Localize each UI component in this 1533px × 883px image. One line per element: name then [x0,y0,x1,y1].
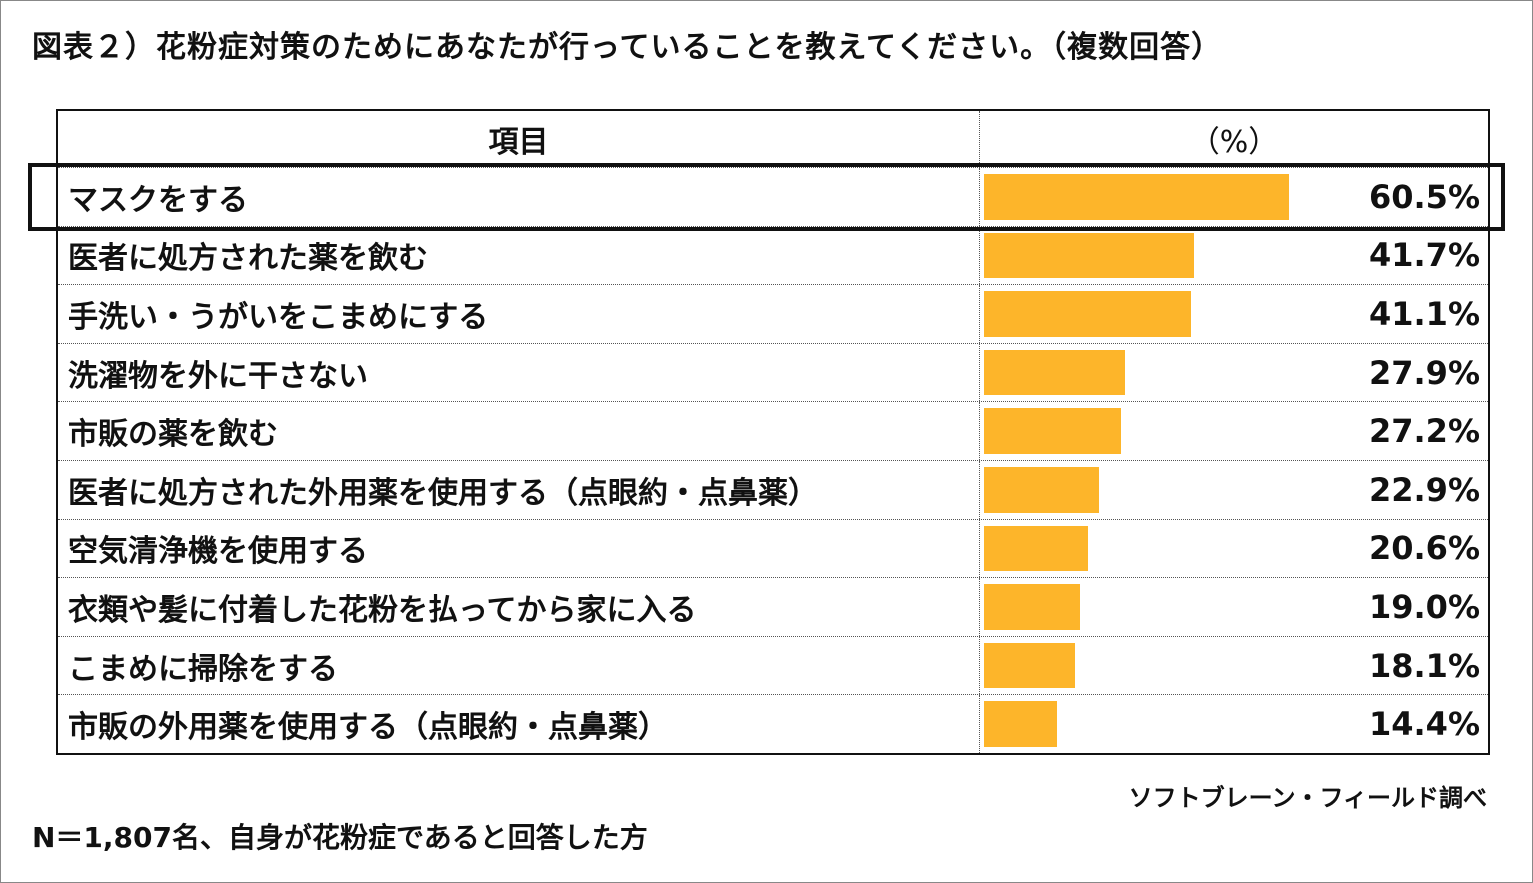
bar [984,701,1057,747]
table-row: 医者に処方された外用薬を使用する（点眼約・点鼻薬） 22.9% [58,459,1488,519]
bar [984,349,1125,396]
item-label: 洗濯物を外に干さない [58,343,980,402]
item-label: 市販の外用薬を使用する（点眼約・点鼻薬） [58,695,980,753]
bar-cell: 27.2% [980,402,1488,460]
bar [984,408,1122,454]
table-row: 市販の薬を飲む 27.2% [58,401,1488,460]
bar [984,174,1289,220]
table-row: こまめに掃除をする 18.1% [58,635,1488,695]
value-label: 41.7% [1368,236,1480,275]
value-label: 18.1% [1368,646,1480,685]
table-row: 洗濯物を外に干さない 27.9% [58,342,1488,402]
results-table: 項目 （%） マスクをする 60.5% 医者に処方された薬を飲む 41.7% 手… [56,109,1490,755]
item-label: マスクをする [58,168,980,226]
source-note: ソフトブレーン・フィールド調べ [1128,784,1487,812]
item-label: 市販の薬を飲む [58,402,980,460]
table-row: 医者に処方された薬を飲む 41.7% [58,225,1488,285]
bar-cell: 19.0% [980,578,1488,636]
value-label: 22.9% [1368,470,1480,509]
item-label: こまめに掃除をする [58,636,980,695]
table-header: 項目 （%） [58,111,1488,167]
bar [984,466,1100,513]
bar-cell: 41.7% [980,227,1488,285]
bar-cell: 14.4% [980,695,1488,753]
item-label: 医者に処方された薬を飲む [58,226,980,285]
value-label: 41.1% [1368,294,1480,333]
bar-cell: 22.9% [980,461,1488,519]
value-label: 60.5% [1368,177,1480,216]
table-row: 空気清浄機を使用する 20.6% [58,518,1488,578]
table-row: 衣類や髪に付着した花粉を払ってから家に入る 19.0% [58,577,1488,636]
bar-cell: 27.9% [980,344,1488,402]
header-item: 項目 [58,111,980,167]
value-label: 14.4% [1368,705,1480,744]
value-label: 27.2% [1368,412,1480,451]
bar-cell: 18.1% [980,637,1488,695]
item-label: 衣類や髪に付着した花粉を払ってから家に入る [58,578,980,636]
bar-cell: 41.1% [980,285,1488,343]
table-row: マスクをする 60.5% [58,167,1488,226]
bar [984,525,1088,572]
item-label: 手洗い・うがいをこまめにする [58,285,980,343]
bar [984,232,1195,279]
bar-cell: 60.5% [980,168,1488,226]
value-label: 20.6% [1368,529,1480,568]
header-percent: （%） [1189,125,1279,160]
table-row: 市販の外用薬を使用する（点眼約・点鼻薬） 14.4% [58,694,1488,753]
chart-title: 図表２）花粉症対策のためにあなたが行っていることを教えてください。（複数回答） [32,30,1223,65]
item-label: 空気清浄機を使用する [58,519,980,578]
highlight-box [28,163,1505,231]
bar [984,291,1192,337]
bar [984,584,1080,630]
bar-cell: 20.6% [980,520,1488,578]
value-label: 19.0% [1368,587,1480,626]
item-label: 医者に処方された外用薬を使用する（点眼約・点鼻薬） [58,460,980,519]
sample-note: N＝1,807名、自身が花粉症であると回答した方 [32,821,648,854]
value-label: 27.9% [1368,353,1480,392]
table-row: 手洗い・うがいをこまめにする 41.1% [58,284,1488,343]
bar [984,642,1076,689]
